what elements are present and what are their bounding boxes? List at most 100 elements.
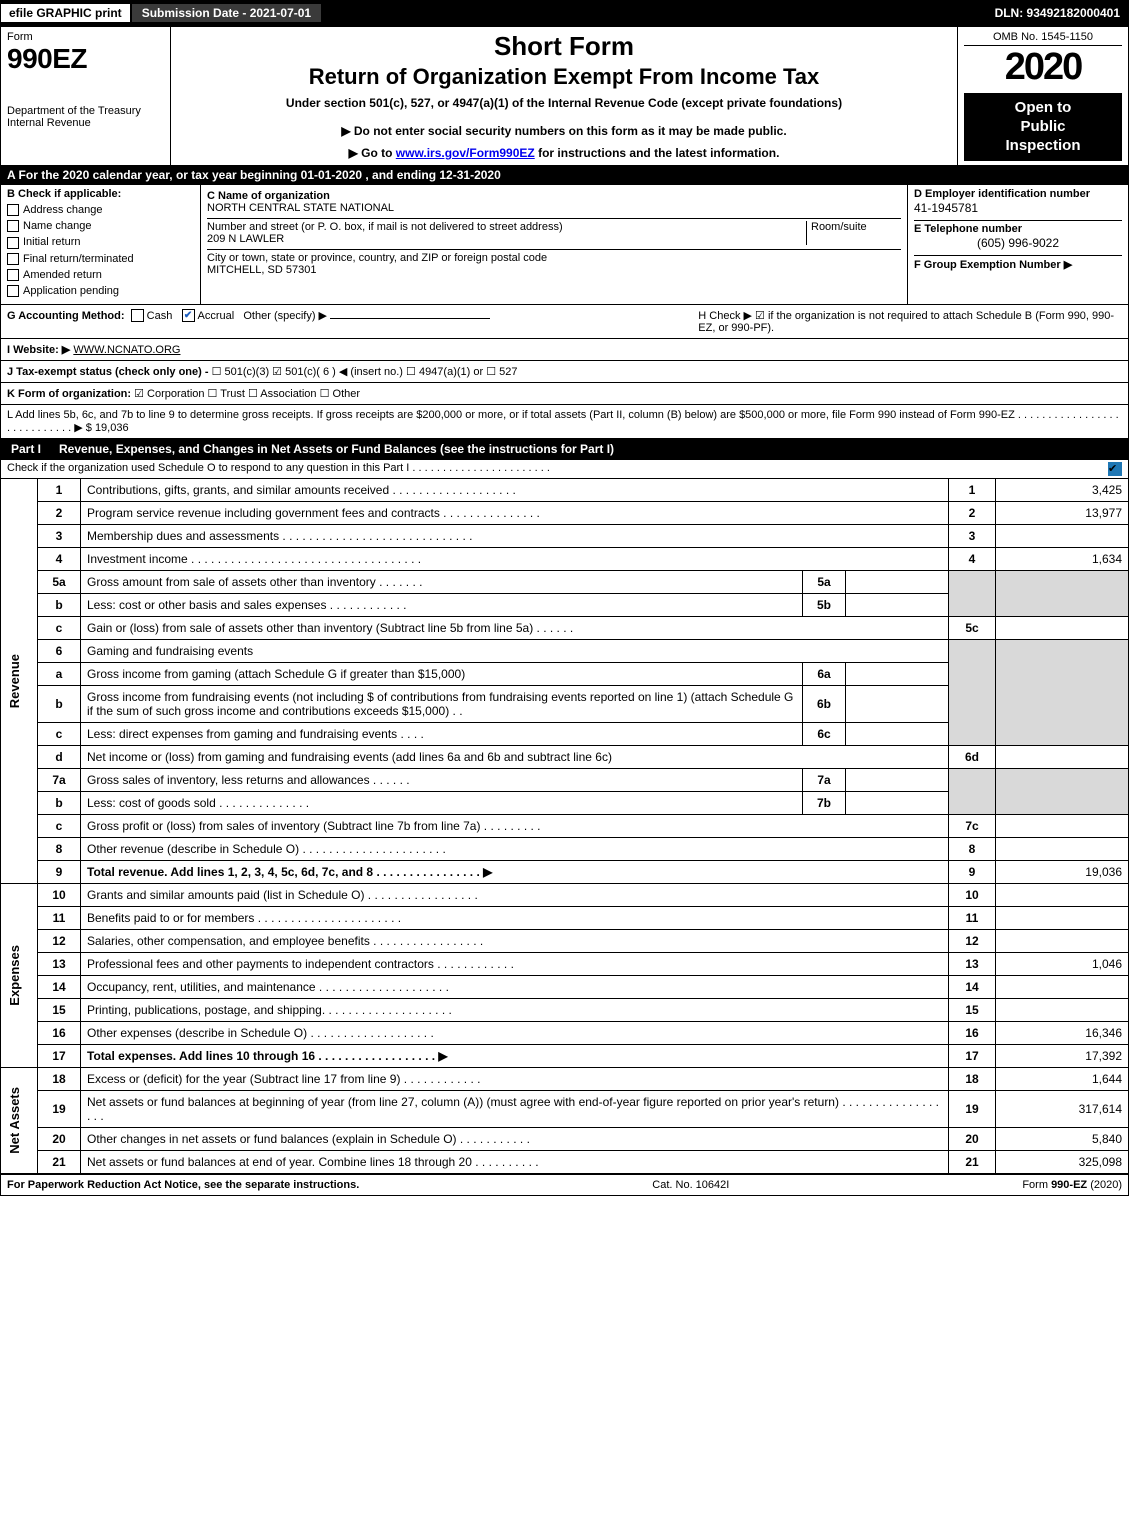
side-label-expenses: Expenses (1, 883, 38, 1067)
line-no-6: 6 (38, 639, 81, 662)
line-no-5a: 5a (38, 570, 81, 593)
line-21-box: 21 (949, 1150, 996, 1173)
dln: DLN: 93492182000401 (987, 4, 1128, 22)
cb-final-return[interactable]: Final return/terminated (7, 253, 194, 265)
line-no-7c: c (38, 814, 81, 837)
line-5c-box: 5c (949, 616, 996, 639)
line-1-amount: 3,425 (996, 479, 1129, 502)
line-1-desc: Contributions, gifts, grants, and simila… (81, 479, 949, 502)
section-b-title: B Check if applicable: (7, 188, 194, 200)
cb-name-change[interactable]: Name change (7, 220, 194, 232)
line-no-10: 10 (38, 883, 81, 906)
line-2-desc: Program service revenue including govern… (81, 501, 949, 524)
line-16-desc: Other expenses (describe in Schedule O) … (81, 1021, 949, 1044)
line-13-desc: Professional fees and other payments to … (81, 952, 949, 975)
phone-value: (605) 996-9022 (914, 235, 1122, 253)
c-name-label: C Name of organization (207, 190, 330, 202)
line-10-box: 10 (949, 883, 996, 906)
line-4-amount: 1,634 (996, 547, 1129, 570)
title-short-form: Short Form (179, 31, 949, 62)
g-label: G Accounting Method: (7, 310, 125, 322)
part-1-schedule-o-check[interactable]: ✔ (1108, 462, 1122, 476)
cb-cash[interactable] (131, 309, 144, 322)
cb-accrual[interactable]: ✔ (182, 309, 195, 322)
header-left: Form 990EZ Department of the Treasury In… (1, 27, 171, 165)
line-9-box: 9 (949, 860, 996, 883)
line-5b-desc: Less: cost or other basis and sales expe… (81, 593, 803, 616)
line-no-7b: b (38, 791, 81, 814)
line-no-5b: b (38, 593, 81, 616)
other-label: Other (specify) ▶ (243, 310, 327, 322)
street-value: 209 N LAWLER (207, 233, 284, 245)
efile-print[interactable]: efile GRAPHIC print (1, 4, 132, 22)
l-amount: 19,036 (95, 422, 129, 434)
line-no-6a: a (38, 662, 81, 685)
line-4-desc: Investment income . . . . . . . . . . . … (81, 547, 949, 570)
line-no-17: 17 (38, 1044, 81, 1067)
line-10-desc: Grants and similar amounts paid (list in… (81, 883, 949, 906)
footer-left: For Paperwork Reduction Act Notice, see … (7, 1179, 359, 1191)
line-14-box: 14 (949, 975, 996, 998)
shade-5-amt (996, 570, 1129, 616)
street-label: Number and street (or P. O. box, if mail… (207, 221, 563, 233)
header-right: OMB No. 1545-1150 2020 Open to Public In… (958, 27, 1128, 165)
header: Form 990EZ Department of the Treasury In… (1, 27, 1128, 166)
goto-suffix: for instructions and the latest informat… (538, 146, 779, 160)
line-18-amount: 1,644 (996, 1067, 1129, 1090)
cb-initial-return[interactable]: Initial return (7, 236, 194, 248)
line-5b-sub: 5b (803, 593, 846, 616)
line-10-amount (996, 883, 1129, 906)
line-6c-subval (846, 722, 949, 745)
line-6b-sub: 6b (803, 685, 846, 722)
line-3-desc: Membership dues and assessments . . . . … (81, 524, 949, 547)
line-9-desc: Total revenue. Add lines 1, 2, 3, 4, 5c,… (81, 860, 949, 883)
line-no-12: 12 (38, 929, 81, 952)
submission-date: Submission Date - 2021-07-01 (132, 4, 323, 22)
line-16-box: 16 (949, 1021, 996, 1044)
line-8-box: 8 (949, 837, 996, 860)
line-18-desc: Excess or (deficit) for the year (Subtra… (81, 1067, 949, 1090)
line-no-3: 3 (38, 524, 81, 547)
line-6d-desc: Net income or (loss) from gaming and fun… (81, 745, 949, 768)
line-13-amount: 1,046 (996, 952, 1129, 975)
goto-instructions: ▶ Go to www.irs.gov/Form990EZ for instru… (179, 146, 949, 160)
line-6a-subval (846, 662, 949, 685)
line-19-amount: 317,614 (996, 1090, 1129, 1127)
line-15-desc: Printing, publications, postage, and shi… (81, 998, 949, 1021)
group-exemption-label: F Group Exemption Number ▶ (914, 255, 1122, 271)
line-7a-desc: Gross sales of inventory, less returns a… (81, 768, 803, 791)
form-label: Form (7, 31, 164, 43)
cash-label: Cash (147, 310, 173, 322)
cb-address-change[interactable]: Address change (7, 204, 194, 216)
header-center: Short Form Return of Organization Exempt… (171, 27, 958, 165)
section-h: H Check ▶ ☑ if the organization is not r… (698, 309, 1122, 334)
tax-year: 2020 (964, 46, 1122, 89)
line-7b-subval (846, 791, 949, 814)
line-6d-amount (996, 745, 1129, 768)
ssn-warning: ▶ Do not enter social security numbers o… (179, 124, 949, 138)
line-20-box: 20 (949, 1127, 996, 1150)
line-no-6d: d (38, 745, 81, 768)
k-label: K Form of organization: (7, 388, 134, 400)
irs-link[interactable]: www.irs.gov/Form990EZ (396, 146, 535, 160)
goto-prefix: ▶ Go to (349, 146, 396, 160)
line-6a-desc: Gross income from gaming (attach Schedul… (81, 662, 803, 685)
ein-value: 41-1945781 (914, 200, 1122, 218)
line-6c-sub: 6c (803, 722, 846, 745)
line-5a-desc: Gross amount from sale of assets other t… (81, 570, 803, 593)
line-no-2: 2 (38, 501, 81, 524)
section-j: J Tax-exempt status (check only one) - ☐… (1, 361, 1128, 383)
line-no-9: 9 (38, 860, 81, 883)
section-c: C Name of organization NORTH CENTRAL STA… (201, 185, 908, 304)
website-value[interactable]: WWW.NCNATO.ORG (73, 344, 180, 356)
line-18-box: 18 (949, 1067, 996, 1090)
line-5c-amount (996, 616, 1129, 639)
line-2-box: 2 (949, 501, 996, 524)
line-1-box: 1 (949, 479, 996, 502)
ein-label: D Employer identification number (914, 188, 1122, 200)
line-no-13: 13 (38, 952, 81, 975)
cb-amended-return[interactable]: Amended return (7, 269, 194, 281)
line-7c-box: 7c (949, 814, 996, 837)
cb-application-pending[interactable]: Application pending (7, 285, 194, 297)
j-options: ☐ 501(c)(3) ☑ 501(c)( 6 ) ◀ (insert no.)… (212, 366, 518, 378)
